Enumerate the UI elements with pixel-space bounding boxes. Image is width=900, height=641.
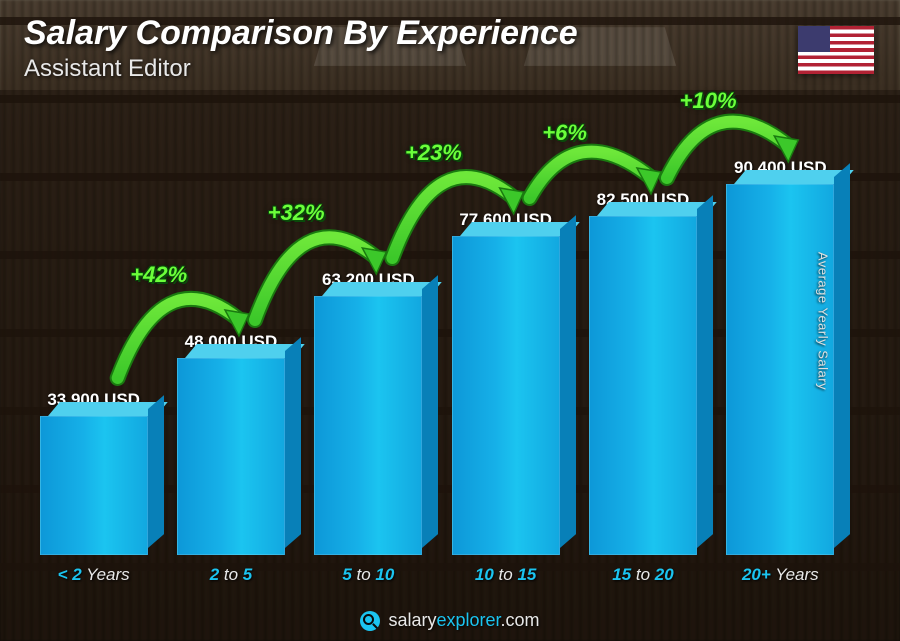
bar-group: 77,600 USD xyxy=(440,210,571,555)
y-axis-label: Average Yearly Salary xyxy=(815,251,830,389)
bars-container: 33,900 USD 48,000 USD 63,200 USD 77,600 … xyxy=(24,120,850,555)
footer: salaryexplorer.com xyxy=(0,610,900,631)
x-axis-label: < 2 Years xyxy=(28,565,159,585)
brand-main: salary xyxy=(388,610,436,630)
flag-icon xyxy=(798,26,874,74)
bar xyxy=(40,416,148,555)
footer-brand: salaryexplorer.com xyxy=(388,610,539,631)
bar xyxy=(452,236,560,555)
chart-header: Salary Comparison By Experience Assistan… xyxy=(24,14,578,83)
brand-accent: explorer xyxy=(436,610,500,630)
x-axis-label: 2 to 5 xyxy=(165,565,296,585)
chart-area: 33,900 USD 48,000 USD 63,200 USD 77,600 … xyxy=(24,120,850,585)
bar-group: 82,500 USD xyxy=(577,190,708,555)
bar-group: 63,200 USD xyxy=(303,270,434,555)
bar xyxy=(177,358,285,555)
brand-suffix: .com xyxy=(501,610,540,630)
chart-subtitle: Assistant Editor xyxy=(24,55,578,83)
bar-group: 33,900 USD xyxy=(28,390,159,555)
x-axis-labels: < 2 Years 2 to 5 5 to 10 10 to 15 15 to 20 20… xyxy=(24,565,850,585)
bar xyxy=(314,296,422,555)
x-axis-label: 15 to 20 xyxy=(577,565,708,585)
bar xyxy=(589,216,697,555)
bar-group: 48,000 USD xyxy=(165,332,296,555)
x-axis-label: 10 to 15 xyxy=(440,565,571,585)
logo-icon xyxy=(360,611,380,631)
chart-title: Salary Comparison By Experience xyxy=(24,14,578,53)
x-axis-label: 5 to 10 xyxy=(303,565,434,585)
x-axis-label: 20+ Years xyxy=(715,565,846,585)
